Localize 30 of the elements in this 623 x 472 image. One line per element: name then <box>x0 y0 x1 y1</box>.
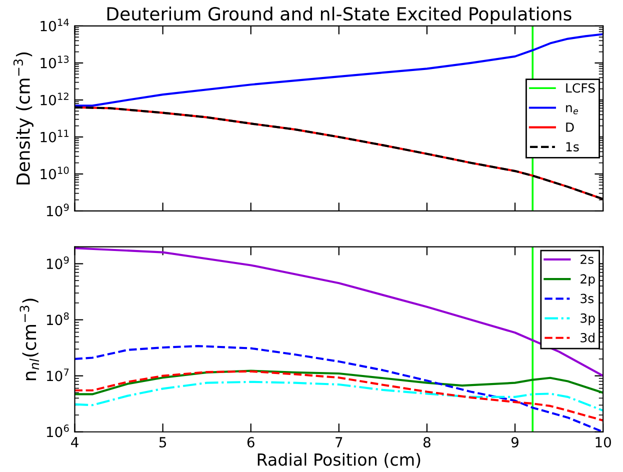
legend-label: 1s <box>566 142 579 152</box>
y-tick-label: 10$^{10}$ <box>40 166 69 180</box>
legend-label: D <box>566 122 574 132</box>
legend-label: 3d <box>580 332 594 342</box>
x-tick-label: 8 <box>423 436 430 448</box>
ref-line-label: LCFS <box>566 83 595 93</box>
y-tick-label: 10$^{9}$ <box>46 204 69 216</box>
chart-title: Deuterium Ground and nl-State Excited Populations <box>107 6 572 24</box>
y-tick-label: 10$^{11}$ <box>40 130 68 142</box>
x-axis-title: Radial Position (cm) <box>258 452 420 468</box>
x-tick-label: 9 <box>511 436 518 448</box>
y-axis-title: n$_{nl}$(cm$^{−3}$) <box>20 298 39 380</box>
legend-label: 3p <box>580 313 595 326</box>
y-tick-label: 10$^{8}$ <box>46 312 69 326</box>
x-tick-label: 5 <box>159 437 166 448</box>
y-tick-label: 10$^{12}$ <box>40 92 68 106</box>
legend-label: 2p <box>580 274 595 286</box>
x-tick-label: 6 <box>247 436 254 448</box>
y-tick-label: 10$^{7}$ <box>46 368 69 382</box>
y-tick-label: 10$^{13}$ <box>40 56 69 68</box>
y-tick-label: 10$^{9}$ <box>46 256 69 270</box>
y-tick-label: 10$^{14}$ <box>40 18 69 32</box>
x-tick-label: 4 <box>71 437 78 448</box>
legend-label: 2s <box>580 254 594 264</box>
y-axis-title: Density (cm$^{−3}$) <box>13 52 34 184</box>
y-tick-label: 10$^{6}$ <box>46 424 69 438</box>
x-tick-label: 10 <box>596 436 611 448</box>
legend-label: n$_{e}$ <box>566 105 578 114</box>
legend-label: 3s <box>580 294 594 304</box>
x-tick-label: 7 <box>336 437 342 448</box>
